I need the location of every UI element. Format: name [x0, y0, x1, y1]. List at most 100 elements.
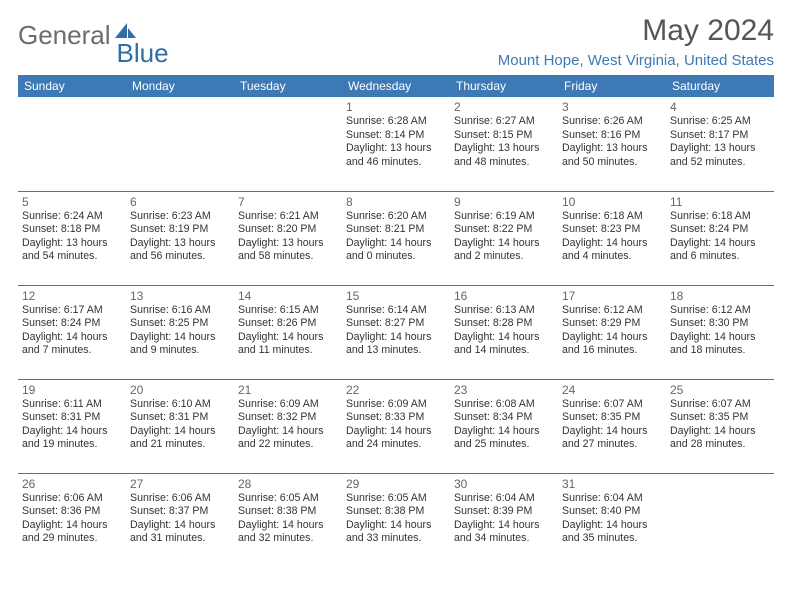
calendar-day-cell: 8Sunrise: 6:20 AMSunset: 8:21 PMDaylight… — [342, 191, 450, 285]
calendar-day-cell: 11Sunrise: 6:18 AMSunset: 8:24 PMDayligh… — [666, 191, 774, 285]
day-info: Sunrise: 6:12 AMSunset: 8:29 PMDaylight:… — [562, 304, 662, 358]
calendar-day-cell: 19Sunrise: 6:11 AMSunset: 8:31 PMDayligh… — [18, 379, 126, 473]
calendar-day-cell: 18Sunrise: 6:12 AMSunset: 8:30 PMDayligh… — [666, 285, 774, 379]
day-info: Sunrise: 6:11 AMSunset: 8:31 PMDaylight:… — [22, 398, 122, 452]
day-info: Sunrise: 6:13 AMSunset: 8:28 PMDaylight:… — [454, 304, 554, 358]
day-number: 6 — [130, 195, 230, 209]
day-number: 15 — [346, 289, 446, 303]
calendar-day-cell — [234, 97, 342, 191]
calendar-day-cell: 16Sunrise: 6:13 AMSunset: 8:28 PMDayligh… — [450, 285, 558, 379]
calendar-week-row: 19Sunrise: 6:11 AMSunset: 8:31 PMDayligh… — [18, 379, 774, 473]
location-text: Mount Hope, West Virginia, United States — [498, 52, 774, 69]
weekday-header: Tuesday — [234, 75, 342, 97]
day-number: 10 — [562, 195, 662, 209]
day-number: 9 — [454, 195, 554, 209]
day-number: 26 — [22, 477, 122, 491]
day-number: 13 — [130, 289, 230, 303]
calendar-day-cell: 21Sunrise: 6:09 AMSunset: 8:32 PMDayligh… — [234, 379, 342, 473]
calendar-day-cell: 31Sunrise: 6:04 AMSunset: 8:40 PMDayligh… — [558, 473, 666, 567]
calendar-day-cell: 15Sunrise: 6:14 AMSunset: 8:27 PMDayligh… — [342, 285, 450, 379]
day-info: Sunrise: 6:18 AMSunset: 8:23 PMDaylight:… — [562, 210, 662, 264]
calendar-day-cell — [126, 97, 234, 191]
weekday-header: Sunday — [18, 75, 126, 97]
day-number: 22 — [346, 383, 446, 397]
calendar-day-cell: 17Sunrise: 6:12 AMSunset: 8:29 PMDayligh… — [558, 285, 666, 379]
header: General Blue May 2024 Mount Hope, West V… — [18, 14, 774, 69]
calendar-day-cell: 2Sunrise: 6:27 AMSunset: 8:15 PMDaylight… — [450, 97, 558, 191]
calendar-day-cell: 25Sunrise: 6:07 AMSunset: 8:35 PMDayligh… — [666, 379, 774, 473]
day-info: Sunrise: 6:14 AMSunset: 8:27 PMDaylight:… — [346, 304, 446, 358]
day-number: 30 — [454, 477, 554, 491]
day-number: 23 — [454, 383, 554, 397]
day-number: 12 — [22, 289, 122, 303]
logo-sail-icon — [115, 21, 137, 39]
day-info: Sunrise: 6:05 AMSunset: 8:38 PMDaylight:… — [346, 492, 446, 546]
calendar-body: 1Sunrise: 6:28 AMSunset: 8:14 PMDaylight… — [18, 97, 774, 567]
day-info: Sunrise: 6:08 AMSunset: 8:34 PMDaylight:… — [454, 398, 554, 452]
weekday-header: Wednesday — [342, 75, 450, 97]
day-number: 24 — [562, 383, 662, 397]
day-info: Sunrise: 6:27 AMSunset: 8:15 PMDaylight:… — [454, 115, 554, 169]
calendar-week-row: 26Sunrise: 6:06 AMSunset: 8:36 PMDayligh… — [18, 473, 774, 567]
day-info: Sunrise: 6:10 AMSunset: 8:31 PMDaylight:… — [130, 398, 230, 452]
calendar-week-row: 1Sunrise: 6:28 AMSunset: 8:14 PMDaylight… — [18, 97, 774, 191]
day-info: Sunrise: 6:09 AMSunset: 8:32 PMDaylight:… — [238, 398, 338, 452]
calendar-week-row: 5Sunrise: 6:24 AMSunset: 8:18 PMDaylight… — [18, 191, 774, 285]
day-info: Sunrise: 6:25 AMSunset: 8:17 PMDaylight:… — [670, 115, 770, 169]
day-info: Sunrise: 6:20 AMSunset: 8:21 PMDaylight:… — [346, 210, 446, 264]
day-info: Sunrise: 6:26 AMSunset: 8:16 PMDaylight:… — [562, 115, 662, 169]
day-number: 5 — [22, 195, 122, 209]
day-info: Sunrise: 6:05 AMSunset: 8:38 PMDaylight:… — [238, 492, 338, 546]
calendar-day-cell: 20Sunrise: 6:10 AMSunset: 8:31 PMDayligh… — [126, 379, 234, 473]
day-info: Sunrise: 6:09 AMSunset: 8:33 PMDaylight:… — [346, 398, 446, 452]
calendar-week-row: 12Sunrise: 6:17 AMSunset: 8:24 PMDayligh… — [18, 285, 774, 379]
title-block: May 2024 Mount Hope, West Virginia, Unit… — [498, 14, 774, 69]
logo-word-1: General — [18, 20, 111, 51]
day-number: 11 — [670, 195, 770, 209]
calendar-day-cell: 7Sunrise: 6:21 AMSunset: 8:20 PMDaylight… — [234, 191, 342, 285]
day-number: 7 — [238, 195, 338, 209]
day-info: Sunrise: 6:06 AMSunset: 8:37 PMDaylight:… — [130, 492, 230, 546]
day-number: 31 — [562, 477, 662, 491]
day-info: Sunrise: 6:17 AMSunset: 8:24 PMDaylight:… — [22, 304, 122, 358]
day-number: 14 — [238, 289, 338, 303]
day-number: 27 — [130, 477, 230, 491]
weekday-header: Thursday — [450, 75, 558, 97]
day-number: 29 — [346, 477, 446, 491]
calendar-day-cell — [666, 473, 774, 567]
day-number: 17 — [562, 289, 662, 303]
calendar-day-cell: 4Sunrise: 6:25 AMSunset: 8:17 PMDaylight… — [666, 97, 774, 191]
calendar-day-cell: 3Sunrise: 6:26 AMSunset: 8:16 PMDaylight… — [558, 97, 666, 191]
calendar-day-cell: 6Sunrise: 6:23 AMSunset: 8:19 PMDaylight… — [126, 191, 234, 285]
day-number: 16 — [454, 289, 554, 303]
calendar-day-cell: 9Sunrise: 6:19 AMSunset: 8:22 PMDaylight… — [450, 191, 558, 285]
weekday-header-row: SundayMondayTuesdayWednesdayThursdayFrid… — [18, 75, 774, 97]
calendar-day-cell: 12Sunrise: 6:17 AMSunset: 8:24 PMDayligh… — [18, 285, 126, 379]
calendar-day-cell: 1Sunrise: 6:28 AMSunset: 8:14 PMDaylight… — [342, 97, 450, 191]
day-info: Sunrise: 6:23 AMSunset: 8:19 PMDaylight:… — [130, 210, 230, 264]
day-info: Sunrise: 6:16 AMSunset: 8:25 PMDaylight:… — [130, 304, 230, 358]
calendar-day-cell — [18, 97, 126, 191]
day-number: 20 — [130, 383, 230, 397]
logo-word-2: Blue — [117, 38, 169, 69]
day-number: 8 — [346, 195, 446, 209]
day-info: Sunrise: 6:07 AMSunset: 8:35 PMDaylight:… — [562, 398, 662, 452]
calendar-day-cell: 10Sunrise: 6:18 AMSunset: 8:23 PMDayligh… — [558, 191, 666, 285]
day-info: Sunrise: 6:04 AMSunset: 8:39 PMDaylight:… — [454, 492, 554, 546]
day-info: Sunrise: 6:24 AMSunset: 8:18 PMDaylight:… — [22, 210, 122, 264]
day-number: 4 — [670, 100, 770, 114]
day-number: 21 — [238, 383, 338, 397]
day-number: 25 — [670, 383, 770, 397]
calendar-day-cell: 27Sunrise: 6:06 AMSunset: 8:37 PMDayligh… — [126, 473, 234, 567]
calendar-day-cell: 5Sunrise: 6:24 AMSunset: 8:18 PMDaylight… — [18, 191, 126, 285]
day-info: Sunrise: 6:06 AMSunset: 8:36 PMDaylight:… — [22, 492, 122, 546]
day-number: 19 — [22, 383, 122, 397]
calendar-day-cell: 30Sunrise: 6:04 AMSunset: 8:39 PMDayligh… — [450, 473, 558, 567]
calendar-table: SundayMondayTuesdayWednesdayThursdayFrid… — [18, 75, 774, 567]
day-number: 18 — [670, 289, 770, 303]
calendar-day-cell: 13Sunrise: 6:16 AMSunset: 8:25 PMDayligh… — [126, 285, 234, 379]
day-info: Sunrise: 6:28 AMSunset: 8:14 PMDaylight:… — [346, 115, 446, 169]
day-number: 1 — [346, 100, 446, 114]
day-info: Sunrise: 6:21 AMSunset: 8:20 PMDaylight:… — [238, 210, 338, 264]
day-number: 28 — [238, 477, 338, 491]
